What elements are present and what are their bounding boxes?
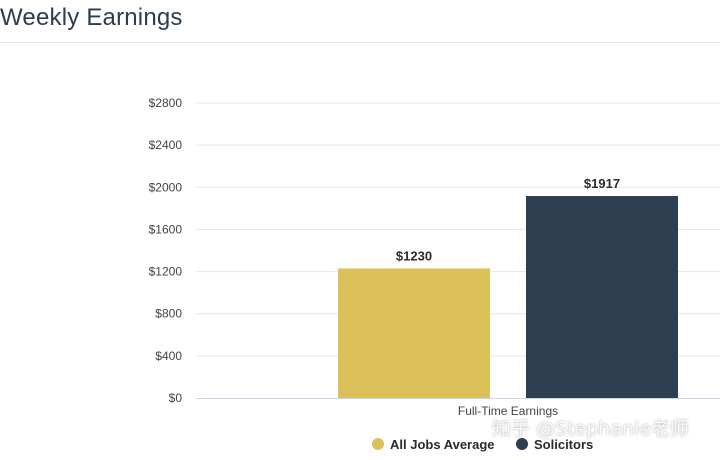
y-tick-label: $400: [155, 349, 182, 363]
x-axis: Full-Time Earnings: [196, 398, 720, 418]
y-tick-label: $1600: [149, 222, 183, 236]
legend-item-solicitors[interactable]: Solicitors: [516, 437, 593, 452]
legend-item-all-jobs-average[interactable]: All Jobs Average: [372, 437, 495, 452]
data-label: $1917: [584, 176, 620, 191]
x-category-label: Full-Time Earnings: [458, 404, 558, 418]
bars: [338, 196, 678, 398]
legend-label: Solicitors: [534, 437, 593, 452]
bar-all-jobs-average[interactable]: [338, 268, 490, 398]
page-title: Weekly Earnings: [0, 4, 183, 31]
y-tick-label: $2800: [149, 96, 183, 110]
legend-label: All Jobs Average: [390, 437, 495, 452]
y-tick-label: $2000: [149, 180, 183, 194]
legend-swatch: [516, 438, 528, 450]
y-axis: $0 $400 $800 $1200 $1600 $2000 $2400 $2800: [149, 96, 183, 405]
title-divider: [0, 42, 720, 43]
data-label: $1230: [396, 248, 432, 263]
y-tick-label: $800: [155, 307, 182, 321]
y-tick-label: $0: [169, 391, 183, 405]
y-tick-label: $2400: [149, 138, 183, 152]
bar-solicitors[interactable]: [526, 196, 678, 398]
y-tick-label: $1200: [149, 265, 183, 279]
legend-swatch: [372, 438, 384, 450]
watermark: 知乎 @Stephanie老师: [492, 418, 689, 440]
data-labels: $1230 $1917: [396, 176, 620, 263]
legend[interactable]: All Jobs Average Solicitors: [372, 437, 593, 452]
